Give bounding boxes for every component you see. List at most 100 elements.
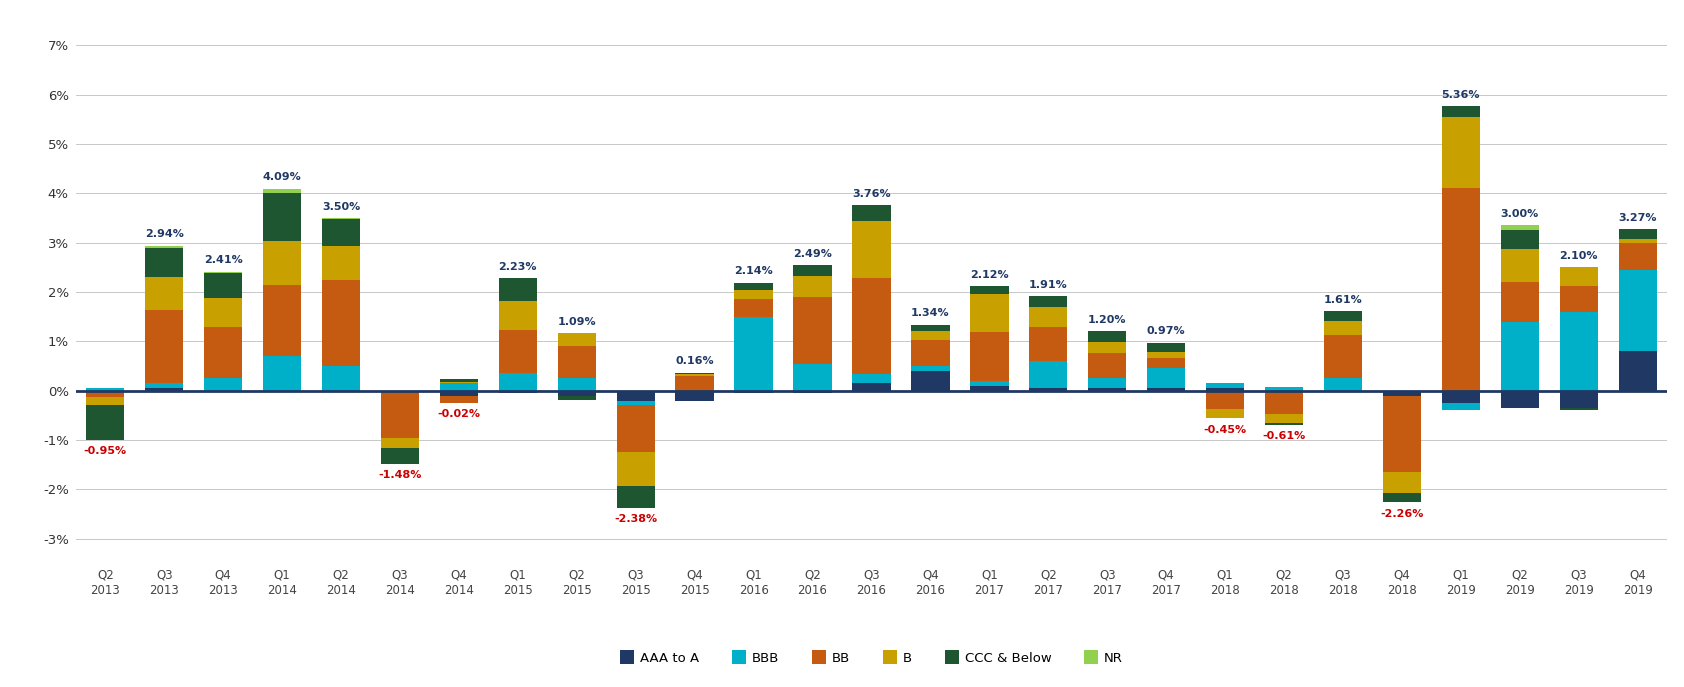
Bar [1559,408,1598,410]
Bar [145,383,184,388]
Bar [852,383,891,391]
Bar [675,373,714,374]
Bar [322,366,360,391]
Bar [145,388,184,391]
Bar [1500,391,1539,408]
Bar [911,340,950,366]
Bar [204,273,242,298]
Text: 1.09%: 1.09% [557,317,596,326]
Bar [1265,387,1303,391]
Text: -0.61%: -0.61% [1263,431,1305,441]
Text: 0.16%: 0.16% [675,357,714,366]
Bar [1265,423,1303,425]
Bar [1618,351,1657,391]
Bar [381,391,419,438]
Text: 1.91%: 1.91% [1029,280,1068,290]
Text: 1.20%: 1.20% [1088,315,1127,325]
Bar [616,391,655,401]
Text: 1.34%: 1.34% [911,308,950,318]
Bar [86,405,125,440]
Bar [1500,230,1539,249]
Text: 2.14%: 2.14% [734,266,773,276]
Bar [145,245,184,247]
Bar [440,382,478,383]
Text: -0.02%: -0.02% [438,409,480,419]
Bar [1147,343,1186,352]
Bar [498,330,537,374]
Bar [1324,335,1362,379]
Bar [498,278,537,302]
Bar [498,374,537,391]
Bar [204,298,242,326]
Text: 2.23%: 2.23% [498,262,537,272]
Bar [1147,352,1186,358]
Bar [1265,391,1303,414]
Bar [557,396,596,400]
Bar [852,221,891,278]
Bar [616,452,655,486]
Bar [911,366,950,371]
Bar [852,205,891,221]
Bar [263,241,301,284]
Bar [1029,361,1068,388]
Bar [616,405,655,452]
Text: -2.38%: -2.38% [615,515,657,524]
Bar [557,346,596,379]
Bar [440,391,478,396]
Bar [322,218,360,219]
Bar [1324,321,1362,335]
Text: 0.97%: 0.97% [1147,326,1186,337]
Bar [86,391,125,396]
Bar [970,294,1009,333]
Text: 1.61%: 1.61% [1324,295,1362,305]
Bar [1147,358,1186,368]
Bar [1147,388,1186,391]
Bar [1265,414,1303,423]
Bar [1147,368,1186,388]
Bar [381,438,419,449]
Text: 4.09%: 4.09% [263,172,301,183]
Bar [970,286,1009,294]
Bar [616,401,655,405]
Bar [1029,388,1068,391]
Bar [204,326,242,379]
Bar [263,193,301,241]
Bar [970,333,1009,381]
Bar [557,379,596,391]
Bar [911,331,950,340]
Bar [675,391,714,401]
Bar [734,391,773,393]
Bar [734,291,773,300]
Bar [1500,225,1539,230]
Text: 2.41%: 2.41% [204,256,242,265]
Bar [1324,311,1362,321]
Bar [440,396,478,403]
Bar [557,333,596,346]
Bar [1029,296,1068,307]
Bar [1383,396,1421,472]
Bar [1500,249,1539,282]
Bar [263,284,301,356]
Bar [440,379,478,382]
Bar [1029,328,1068,361]
Bar [852,278,891,374]
Bar [734,300,773,317]
Bar [1559,267,1598,286]
Bar [793,363,832,391]
Bar [204,379,242,391]
Bar [734,282,773,291]
Text: 2.12%: 2.12% [970,269,1009,280]
Text: 5.36%: 5.36% [1442,90,1480,100]
Bar [970,385,1009,391]
Bar [1088,352,1127,379]
Bar [1559,286,1598,312]
Text: 3.00%: 3.00% [1500,209,1539,219]
Text: -2.26%: -2.26% [1381,508,1423,519]
Bar [1618,229,1657,238]
Bar [1206,409,1244,418]
Bar [1559,391,1598,408]
Bar [616,486,655,508]
Text: 3.76%: 3.76% [852,189,891,199]
Text: 3.27%: 3.27% [1618,213,1657,223]
Bar [911,324,950,331]
